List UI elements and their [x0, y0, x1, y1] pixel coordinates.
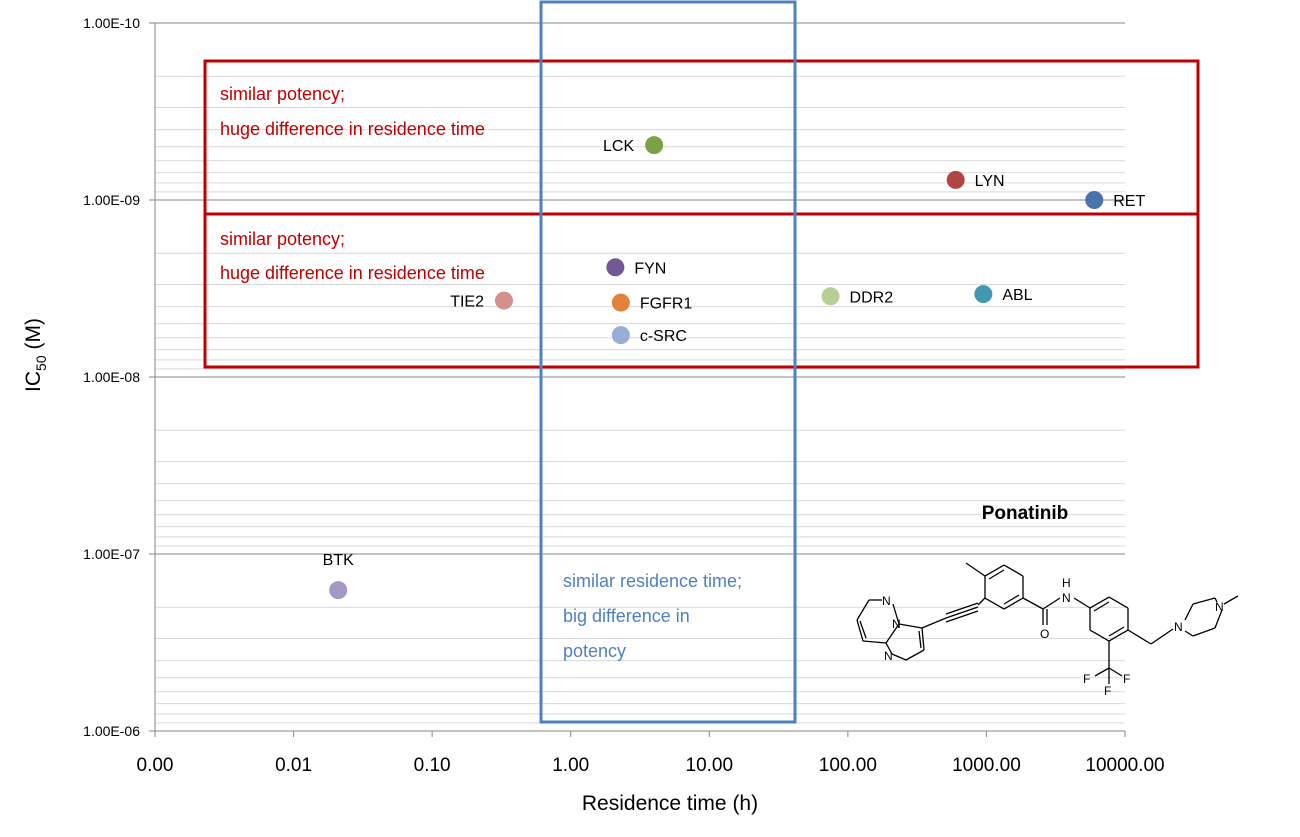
data-point-abl [974, 285, 993, 304]
x-tick-label: 0.00 [137, 755, 174, 776]
atom-f-left: F [1083, 672, 1090, 686]
ponatinib-atom-labels: N N N O H N F F F N N [882, 576, 1224, 698]
axes [154, 23, 1126, 737]
x-tick-label: 100.00 [819, 755, 877, 776]
data-label-btk: BTK [323, 552, 354, 569]
red-box-lower [203, 212, 1200, 369]
red-box-lower-line-1: similar potency; [220, 229, 345, 249]
data-points: LCK LYN RET FYN TIE2 FGFR1 c-SRC DDR2 ABL BTK [323, 136, 1145, 600]
data-label-abl: ABL [1002, 287, 1032, 304]
data-label-fyn: FYN [634, 260, 666, 277]
data-label-fgfr1: FGFR1 [640, 296, 693, 313]
data-label-lyn: LYN [975, 173, 1005, 190]
atom-h-amide: H [1062, 576, 1071, 590]
y-tick-label: 1.00E-07 [83, 546, 140, 562]
x-tick-label: 1000.00 [952, 755, 1021, 776]
data-point-fgfr1 [611, 293, 630, 312]
x-tick-labels: 0.00 0.01 0.10 1.00 10.00 100.00 1000.00 10000.… [137, 755, 1165, 776]
blue-box-line-3: potency [563, 641, 626, 661]
data-point-tie2 [494, 291, 513, 310]
x-tick-label: 0.01 [275, 755, 312, 776]
data-point-fyn [606, 258, 625, 277]
y-tick-label: 1.00E-10 [83, 15, 140, 31]
atom-f-bottom: F [1104, 684, 1111, 698]
atom-f-right: F [1123, 672, 1130, 686]
atom-n-imidazole: N [884, 649, 893, 663]
minor-gridlines [155, 75, 1125, 724]
atom-n-bridge: N [892, 617, 901, 631]
x-axis-title: Residence time (h) [582, 792, 758, 815]
data-label-ddr2: DDR2 [850, 289, 894, 306]
data-point-ret [1085, 191, 1104, 209]
y-tick-label: 1.00E-08 [83, 369, 140, 385]
data-point-ddr2 [821, 287, 840, 306]
molecule-title: Ponatinib [982, 503, 1069, 524]
atom-n-piperazine-right: N [1215, 600, 1224, 614]
data-label-lck: LCK [603, 138, 634, 155]
blue-box-line-2: big difference in [563, 606, 690, 626]
atom-n-piperazine-left: N [1174, 620, 1183, 634]
blue-box-line-1: similar residence time; [563, 571, 742, 591]
data-point-lyn [946, 170, 965, 189]
red-box-upper-line-1: similar potency; [220, 84, 345, 104]
red-box-upper-line-2: huge difference in residence time [220, 119, 485, 139]
x-tick-label: 10000.00 [1085, 755, 1164, 776]
atom-n-pyridazine: N [882, 594, 891, 608]
y-tick-labels: 1.00E-10 1.00E-09 1.00E-08 1.00E-07 1.00E-06 [83, 15, 140, 739]
data-point-c-src [611, 326, 630, 345]
ponatinib-structure [856, 562, 1239, 684]
y-tick-label: 1.00E-06 [83, 723, 140, 739]
red-box-lower-line-2: huge difference in residence time [220, 263, 485, 283]
atom-n-amide: N [1062, 591, 1071, 605]
atom-o-amide: O [1040, 627, 1049, 641]
x-tick-label: 1.00 [552, 755, 589, 776]
y-axis-title: IC50 (M) [22, 318, 49, 392]
data-label-ret: RET [1113, 193, 1145, 210]
data-point-lck [645, 136, 664, 155]
y-tick-label: 1.00E-09 [83, 192, 140, 208]
data-label-tie2: TIE2 [450, 294, 484, 311]
data-label-c-src: c-SRC [640, 328, 687, 345]
x-tick-label: 10.00 [686, 755, 734, 776]
blue-box [539, 0, 797, 724]
data-point-btk [329, 581, 348, 600]
x-tick-label: 0.10 [414, 755, 451, 776]
